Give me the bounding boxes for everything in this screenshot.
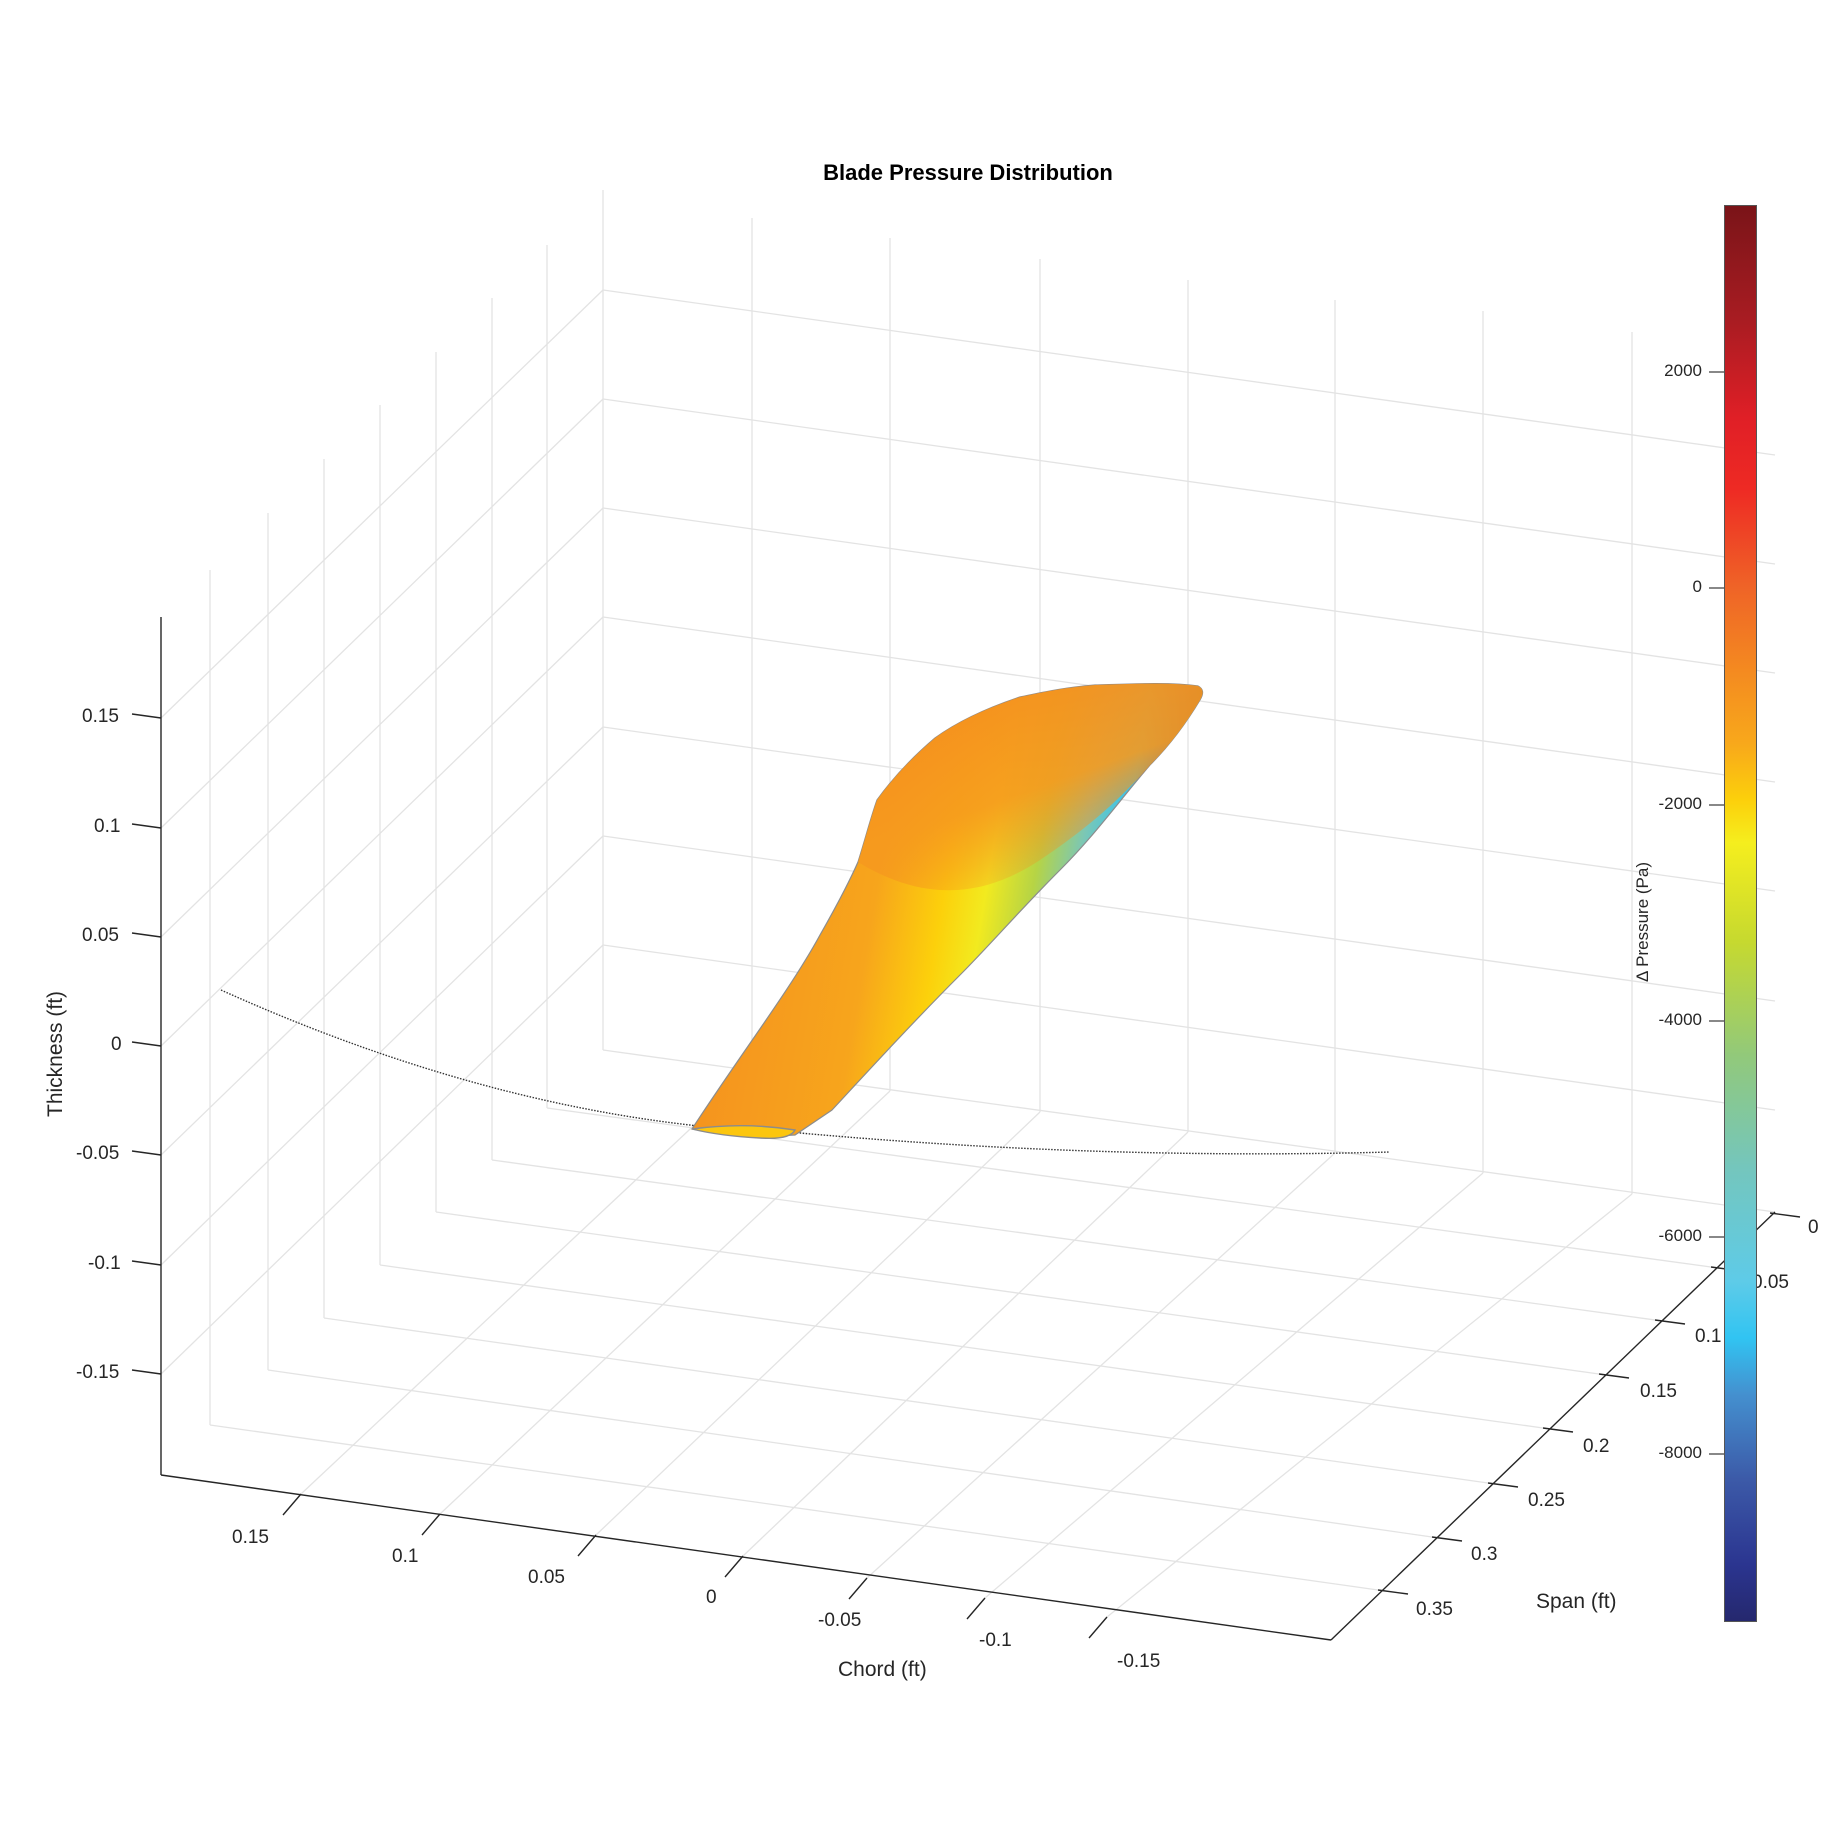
span-tick: 0.35 xyxy=(1416,1599,1453,1620)
span-axis-line xyxy=(1330,1211,1776,1641)
colorbar-tick: 2000 xyxy=(1664,361,1702,380)
span-tick: 0.05 xyxy=(1752,1272,1789,1293)
z-tick: -0.1 xyxy=(88,1253,121,1274)
colorbar-tick: 0 xyxy=(1692,577,1702,596)
span-axis-label: Span (ft) xyxy=(1536,1590,1617,1613)
z-tick: 0 xyxy=(111,1034,122,1055)
axis-lines xyxy=(131,617,1801,1641)
z-tick: 0.1 xyxy=(94,816,121,837)
chord-tick: 0.1 xyxy=(392,1546,419,1567)
chord-tick: 0 xyxy=(706,1587,717,1608)
z-tick: 0.05 xyxy=(82,925,119,946)
chord-tick: -0.1 xyxy=(979,1630,1012,1651)
blade-surface xyxy=(691,683,1204,1140)
chord-tick: -0.05 xyxy=(818,1610,862,1631)
chart-title: Blade Pressure Distribution xyxy=(823,160,1113,185)
span-tick: 0.25 xyxy=(1528,1490,1565,1511)
span-tick: 0.15 xyxy=(1640,1381,1677,1402)
z-axis-label: Thickness (ft) xyxy=(44,990,67,1117)
colorbar-tick: -8000 xyxy=(1658,1443,1702,1462)
grid-lines xyxy=(160,190,1776,1618)
colorbar-tick: -4000 xyxy=(1658,1010,1702,1029)
span-tick: 0.2 xyxy=(1583,1436,1610,1457)
chord-tick: 0.05 xyxy=(528,1567,565,1588)
span-tick: 0.3 xyxy=(1471,1544,1498,1565)
colorbar-tick: -6000 xyxy=(1658,1226,1702,1245)
chord-axis-label: Chord (ft) xyxy=(838,1658,927,1681)
z-tick: 0.15 xyxy=(82,706,119,727)
chord-tick: 0.15 xyxy=(232,1527,269,1548)
chord-tick: -0.15 xyxy=(1117,1651,1161,1672)
z-tick: -0.15 xyxy=(76,1362,120,1383)
colorbar-label: Δ Pressure (Pa) xyxy=(1633,861,1652,982)
colorbar-tick: -2000 xyxy=(1658,794,1702,813)
chord-axis-line xyxy=(160,1474,1332,1641)
span-tick: 0.1 xyxy=(1695,1326,1722,1347)
span-tick: 0 xyxy=(1808,1217,1819,1238)
colorbar xyxy=(1724,205,1757,1622)
z-tick: -0.05 xyxy=(76,1143,120,1164)
hub-arc-line xyxy=(220,989,1391,1155)
